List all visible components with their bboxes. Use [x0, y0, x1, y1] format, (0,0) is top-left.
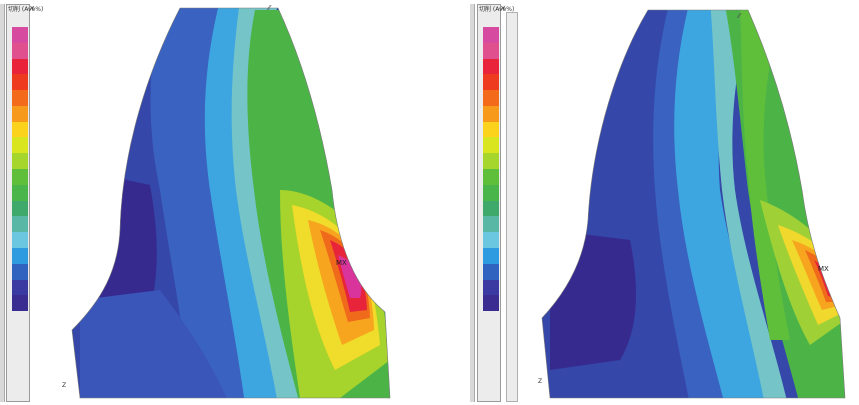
left-legend-swatch — [12, 105, 28, 122]
left-legend-swatch — [12, 137, 28, 154]
left-legend-swatch — [12, 279, 28, 296]
left-legend-swatch — [12, 295, 28, 312]
right-legend-swatch — [483, 27, 499, 43]
right-legend-panel: 切削 (Ave%) × — [477, 4, 514, 402]
left-legend-swatch — [12, 200, 28, 217]
right-legend-swatch — [483, 263, 499, 280]
left-legend-swatch — [12, 58, 28, 75]
left-legend-swatch — [12, 121, 28, 138]
right-legend-swatch — [483, 184, 499, 201]
right-legend-swatch — [483, 90, 499, 106]
left-legend-swatch — [12, 232, 28, 248]
left-legend-swatch — [12, 74, 28, 91]
left-legend-swatch — [12, 184, 28, 201]
right-legend-swatch — [483, 200, 499, 217]
right-legend-swatch — [483, 42, 499, 59]
left-legend-swatch — [12, 169, 28, 185]
right-legend-swatch — [483, 232, 499, 248]
right-node-marker-icon: ⁄⁄ — [738, 12, 741, 20]
left-legend-panel: 切削 (Ave%) × — [6, 4, 43, 402]
right-legend-swatch — [483, 58, 499, 75]
left-legend-swatch — [12, 216, 28, 233]
left-side-ruler[interactable] — [0, 4, 5, 402]
left-legend-swatch — [12, 90, 28, 106]
right-legend-swatch — [483, 105, 499, 122]
right-legend-swatch — [483, 137, 499, 154]
left-stress-contour-plot — [71, 7, 391, 399]
right-legend-swatch — [483, 279, 499, 296]
right-legend-swatch — [483, 169, 499, 185]
right-axis-triad: Z — [538, 378, 543, 385]
right-legend-swatch — [483, 74, 499, 91]
right-legend-swatch — [483, 121, 499, 138]
left-legend-swatch — [12, 263, 28, 280]
left-axis-triad: Z — [62, 382, 67, 389]
right-max-marker: MX — [818, 265, 829, 273]
right-color-legend — [483, 27, 499, 312]
left-legend-swatch — [12, 247, 28, 264]
left-legend-title: 切削 (Ave%) — [8, 6, 44, 13]
right-scrollbar[interactable] — [506, 12, 518, 402]
left-legend-swatch — [12, 42, 28, 59]
right-legend-swatch — [483, 247, 499, 264]
right-legend-title: 切削 (Ave%) — [479, 6, 515, 13]
right-legend-swatch — [483, 153, 499, 170]
left-close-icon[interactable]: × — [29, 4, 35, 12]
left-color-legend — [12, 27, 28, 312]
right-close-icon[interactable]: × — [500, 4, 506, 12]
left-legend-swatch — [12, 27, 28, 43]
left-legend-swatch — [12, 153, 28, 170]
right-legend-swatch — [483, 295, 499, 312]
left-node-marker-icon: ⁄⁄ — [268, 4, 271, 12]
right-side-ruler[interactable] — [470, 4, 475, 402]
left-max-marker: MX — [336, 259, 347, 267]
right-stress-contour-plot — [541, 9, 846, 399]
right-legend-swatch — [483, 216, 499, 233]
